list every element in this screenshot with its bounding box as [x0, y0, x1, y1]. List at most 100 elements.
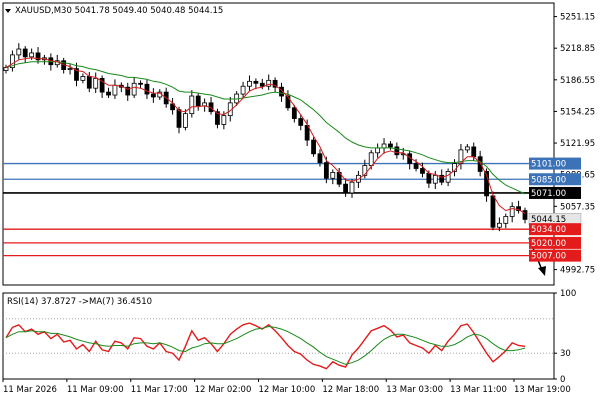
candle-body [74, 68, 79, 81]
level-label-text: 5007.00 [531, 252, 566, 262]
candle-body [285, 95, 291, 109]
time-tick-label-6: 13 Mar 03:00 [386, 385, 443, 395]
candle-body [253, 80, 259, 84]
candle-body [247, 80, 252, 87]
level-label-box [529, 236, 581, 249]
candle-body [323, 162, 329, 179]
ma-slow-line [5, 61, 526, 195]
level-label-text: 5085.00 [531, 175, 566, 185]
level-label-text: 5071.00 [531, 189, 566, 199]
candle-body [183, 113, 188, 128]
candle-78 [503, 213, 509, 229]
candle-body [272, 79, 278, 88]
rsi-dotted-levels [3, 318, 554, 354]
candle-41 [266, 74, 272, 91]
candle-body [420, 168, 425, 174]
candle-65 [420, 162, 425, 178]
candle-body [176, 109, 182, 128]
candle-body [445, 171, 451, 183]
candle-23 [150, 88, 156, 103]
candle-48 [311, 137, 316, 157]
candle-body [22, 48, 28, 58]
level-label-text: 5101.00 [531, 160, 566, 170]
candle-body [150, 93, 156, 98]
candle-body [394, 146, 400, 156]
candle-body [426, 172, 432, 184]
candle-body [266, 79, 272, 87]
candle-53 [343, 178, 348, 197]
price-pane-border [2, 2, 555, 286]
candle-body [464, 146, 470, 151]
candle-body [144, 83, 150, 95]
candle-body [170, 103, 175, 111]
price-tick-label-7: 4992.75 [560, 266, 595, 276]
time-tick-label-4: 12 Mar 10:00 [259, 385, 316, 395]
price-tick-label-3: 5154.25 [560, 107, 595, 117]
candle-body [35, 52, 41, 61]
price-tick-label-1: 5218.85 [560, 44, 595, 54]
candle-33 [215, 108, 220, 129]
candle-body [381, 143, 387, 149]
time-tick-label-1: 11 Mar 09:00 [67, 385, 124, 395]
candle-26 [170, 97, 175, 115]
header-text: XAUUSD,M30 5041.78 5049.40 5040.48 5044.… [15, 6, 223, 16]
rsi-ma-line [5, 325, 526, 365]
level-label-text: 5020.00 [531, 239, 566, 249]
level-label-6: 5007.00 [529, 249, 581, 262]
rsi-tick-label-0: 100 [560, 289, 576, 299]
candle-body [458, 149, 464, 164]
candle-44 [285, 90, 291, 111]
candle-body [503, 216, 509, 224]
candle-body [99, 77, 105, 93]
candle-45 [291, 104, 297, 123]
price-tick-label-2: 5186.55 [560, 76, 595, 86]
candle-body [240, 85, 246, 95]
candle-body [215, 111, 220, 125]
candle-12 [80, 73, 86, 84]
price-tick-label-4: 5121.95 [560, 139, 595, 149]
time-tick-label-0: 11 Mar 2026 [3, 385, 57, 395]
time-tick-label-8: 13 Mar 19:00 [514, 385, 571, 395]
candle-body [311, 139, 316, 155]
candle-body [80, 76, 86, 81]
candle-21 [138, 80, 143, 89]
price-pane[interactable]: 5251.155218.855186.555154.255121.955089.… [2, 2, 595, 286]
candle-body [189, 95, 195, 115]
candle-79 [509, 202, 515, 223]
candle-body [317, 153, 323, 164]
candle-15 [99, 75, 105, 98]
candle-body [509, 206, 515, 217]
candle-body [16, 48, 22, 56]
candle-69 [445, 168, 451, 187]
level-label-box [529, 186, 581, 199]
candle-body [125, 86, 131, 96]
candle-37 [240, 81, 246, 98]
candle-body [343, 183, 348, 194]
candle-1 [10, 50, 15, 72]
level-label-box [529, 223, 581, 236]
time-tick-label-2: 11 Mar 17:00 [131, 385, 188, 395]
rsi-pane[interactable]: 100 30 0 RSI(14) 37.8727 ->MA(7) 36.4510 [2, 289, 576, 385]
candle-body [368, 152, 374, 166]
rsi-pane-border [2, 292, 555, 380]
candle-body [439, 174, 445, 183]
candle-body [195, 95, 201, 107]
candle-body [413, 163, 419, 169]
candle-body [86, 76, 92, 89]
level-label-box [529, 173, 581, 186]
candle-72 [464, 144, 470, 153]
candle-61 [394, 142, 400, 159]
candle-body [522, 210, 528, 220]
level-label-box [529, 157, 581, 170]
candle-body [484, 171, 489, 197]
candle-56 [362, 159, 368, 179]
candle-51 [330, 169, 336, 185]
candle-14 [93, 72, 99, 94]
candle-body [10, 54, 15, 69]
down-triangle-icon [5, 9, 11, 13]
level-label-4: 5034.00 [529, 223, 581, 236]
candle-22 [144, 79, 150, 99]
candle-body [349, 181, 355, 194]
